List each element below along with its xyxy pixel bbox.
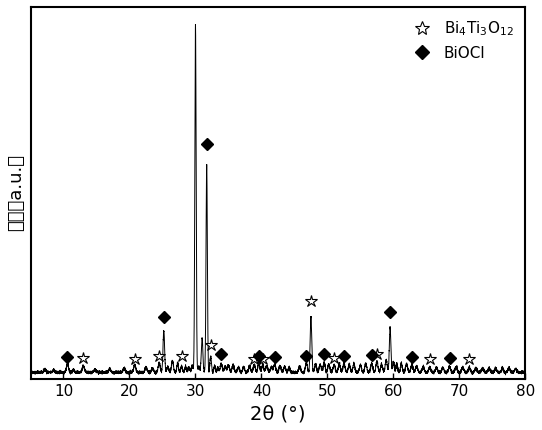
X-axis label: 2θ (°): 2θ (°)	[250, 404, 306, 423]
Legend: Bi$_4$Ti$_3$O$_{12}$, BiOCl: Bi$_4$Ti$_3$O$_{12}$, BiOCl	[402, 15, 518, 65]
Y-axis label: 强度（a.u.）: 强度（a.u.）	[7, 154, 25, 231]
